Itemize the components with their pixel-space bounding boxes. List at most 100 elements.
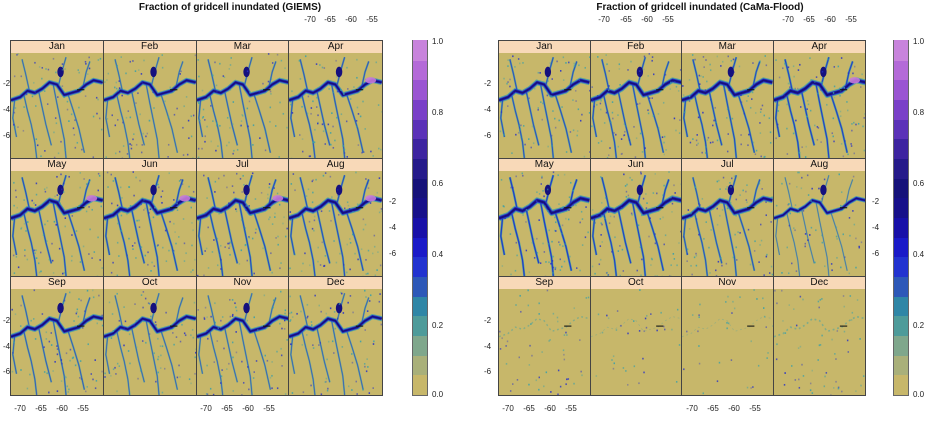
river-core — [196, 197, 289, 220]
colorbar-step — [894, 216, 908, 238]
inundation-speckle — [559, 243, 561, 246]
inundation-speckle — [499, 348, 502, 350]
inundation-speckle — [43, 188, 46, 191]
inundation-speckle — [83, 178, 85, 180]
inundation-speckle — [71, 357, 74, 360]
inundation-speckle — [194, 351, 196, 354]
inundation-speckle — [671, 202, 673, 205]
inundation-speckle — [657, 113, 659, 115]
inundation-speckle — [538, 313, 540, 315]
inundation-speckle — [116, 204, 119, 207]
inundation-speckle — [607, 211, 609, 213]
inundation-speckle — [161, 246, 164, 249]
inundation-speckle — [226, 116, 228, 119]
inundation-speckle — [364, 128, 367, 130]
river-main-channel — [590, 316, 681, 338]
inundation-speckle — [356, 119, 358, 122]
tributary-channel — [238, 202, 253, 276]
colorbar-step — [413, 59, 427, 81]
inundation-speckle — [519, 128, 522, 131]
inundation-speckle — [366, 358, 369, 361]
inundation-layer — [682, 174, 773, 276]
inundation-speckle — [191, 328, 194, 331]
inundation-speckle — [309, 220, 311, 223]
inundation-speckle — [57, 96, 59, 98]
inundation-speckle — [20, 75, 23, 78]
inundation-speckle — [146, 132, 148, 135]
inundation-speckle — [48, 391, 50, 394]
inundation-speckle — [623, 130, 626, 133]
tributary-halo — [197, 99, 203, 138]
tributary-channel — [646, 211, 664, 271]
inundation-speckle — [328, 340, 330, 343]
inundation-speckle — [726, 117, 728, 119]
inundation-speckle — [781, 67, 784, 70]
tributary-halo — [11, 217, 18, 256]
figure-title-giems: Fraction of gridcell inundated (GIEMS) — [138, 2, 322, 13]
inundation-speckle — [228, 253, 231, 256]
inundation-speckle — [783, 62, 786, 65]
inundation-speckle — [240, 360, 243, 363]
inundation-speckle — [832, 117, 834, 120]
colorbar-step — [413, 374, 427, 395]
inundation-speckle — [531, 241, 533, 244]
inundation-speckle — [765, 214, 767, 217]
inundation-speckle — [563, 173, 566, 176]
inundation-speckle — [809, 200, 812, 202]
inundation-layer — [773, 56, 865, 158]
inundation-speckle — [86, 73, 89, 75]
inundation-speckle — [698, 345, 700, 347]
inundation-speckle — [344, 207, 346, 210]
inundation-speckle — [682, 85, 684, 87]
inundation-speckle — [535, 379, 538, 382]
inundation-speckle — [527, 289, 529, 292]
inundation-speckle — [732, 65, 734, 68]
inundation-speckle — [129, 205, 131, 207]
inundation-speckle — [321, 66, 324, 69]
inundation-speckle — [268, 183, 270, 185]
bottom-tick: -65 — [523, 404, 535, 413]
inundation-speckle — [53, 131, 55, 134]
inundation-speckle — [240, 114, 243, 116]
inundation-speckle — [48, 258, 51, 261]
map-area — [590, 53, 681, 158]
inundation-speckle — [652, 115, 654, 117]
inundation-speckle — [172, 199, 175, 201]
inundation-speckle — [654, 242, 656, 245]
inundation-speckle — [229, 88, 231, 91]
inundation-speckle — [537, 107, 540, 109]
inundation-speckle — [776, 126, 778, 129]
colorbar-step — [894, 256, 908, 277]
inundation-speckle — [232, 149, 235, 152]
inundation-speckle — [168, 172, 170, 175]
inundation-speckle — [655, 192, 658, 195]
inundation-speckle — [695, 252, 697, 255]
colorbar-step — [413, 79, 427, 100]
inundation-layer — [499, 171, 590, 276]
river-main-channel — [499, 315, 590, 338]
left-tick: -4 — [3, 105, 11, 114]
inundation-speckle — [686, 330, 688, 333]
inundation-speckle — [38, 271, 41, 274]
inundation-speckle — [116, 222, 119, 225]
inundation-speckle — [140, 203, 142, 206]
inundation-speckle — [663, 153, 665, 156]
inundation-speckle — [129, 143, 131, 145]
map-area — [289, 289, 382, 395]
colorbar-step — [894, 157, 908, 179]
inundation-speckle — [719, 214, 721, 217]
inundation-speckle — [251, 172, 253, 175]
inundation-speckle — [175, 242, 177, 245]
month-panel-jul: Jul — [196, 159, 290, 277]
month-panel-sep: Sep — [11, 277, 104, 395]
inundation-layer — [499, 55, 590, 158]
inundation-speckle — [777, 110, 779, 112]
inundation-layer — [499, 289, 590, 395]
inundation-speckle — [369, 300, 371, 302]
inundation-speckle — [507, 59, 509, 61]
inundation-speckle — [316, 63, 318, 65]
inundation-speckle — [736, 259, 738, 261]
inundation-speckle — [347, 201, 349, 204]
inundation-speckle — [785, 103, 788, 106]
inundation-speckle — [325, 129, 328, 132]
